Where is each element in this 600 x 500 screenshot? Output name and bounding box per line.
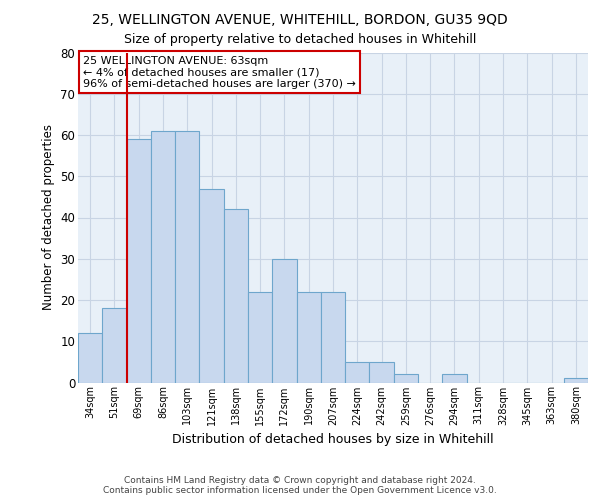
Bar	[345, 362, 370, 382]
Bar	[394, 374, 418, 382]
Bar	[248, 292, 272, 382]
Text: Contains HM Land Registry data © Crown copyright and database right 2024.
Contai: Contains HM Land Registry data © Crown c…	[103, 476, 497, 495]
Text: 25, WELLINGTON AVENUE, WHITEHILL, BORDON, GU35 9QD: 25, WELLINGTON AVENUE, WHITEHILL, BORDON…	[92, 12, 508, 26]
Bar	[564, 378, 588, 382]
Bar	[442, 374, 467, 382]
Text: Size of property relative to detached houses in Whitehill: Size of property relative to detached ho…	[124, 32, 476, 46]
Bar	[102, 308, 127, 382]
Y-axis label: Number of detached properties: Number of detached properties	[42, 124, 55, 310]
Bar	[370, 362, 394, 382]
Bar	[175, 131, 199, 382]
Bar	[127, 139, 151, 382]
Bar	[224, 209, 248, 382]
Bar	[78, 333, 102, 382]
Bar	[321, 292, 345, 382]
Text: 25 WELLINGTON AVENUE: 63sqm
← 4% of detached houses are smaller (17)
96% of semi: 25 WELLINGTON AVENUE: 63sqm ← 4% of deta…	[83, 56, 356, 89]
Bar	[199, 188, 224, 382]
Bar	[151, 131, 175, 382]
X-axis label: Distribution of detached houses by size in Whitehill: Distribution of detached houses by size …	[172, 433, 494, 446]
Bar	[272, 259, 296, 382]
Bar	[296, 292, 321, 382]
